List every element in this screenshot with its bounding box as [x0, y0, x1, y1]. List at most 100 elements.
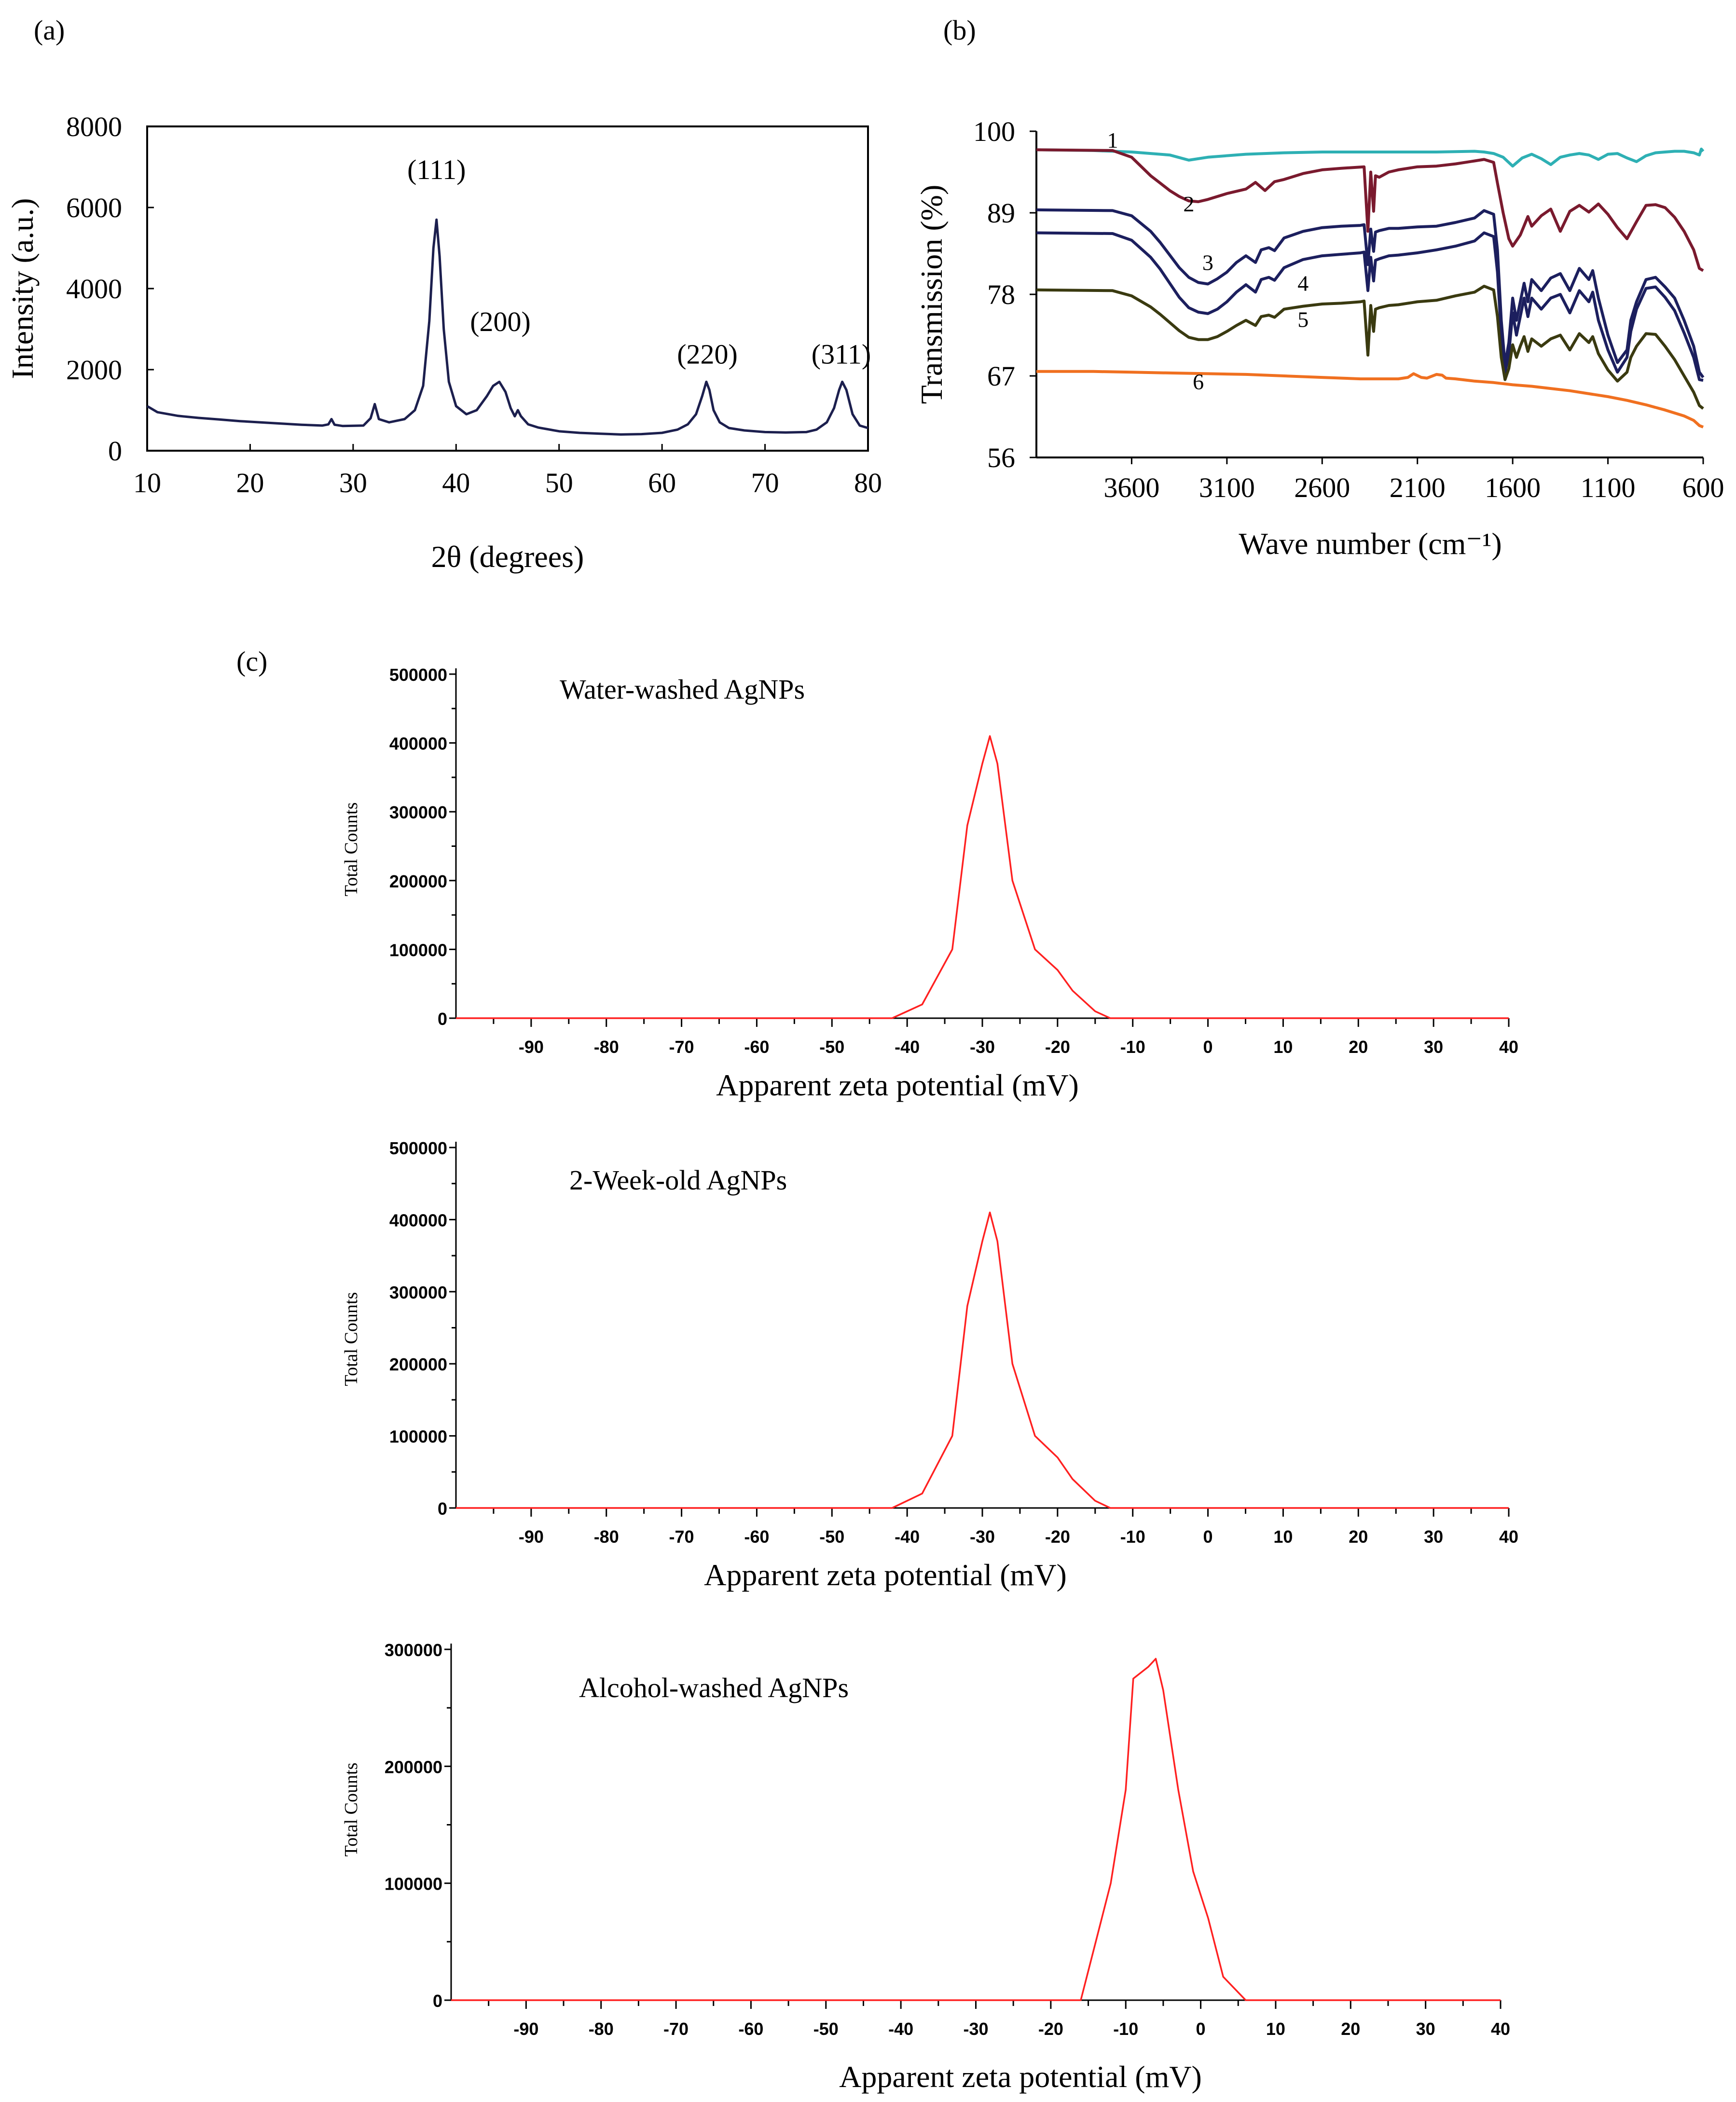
- peak-label: (200): [470, 306, 531, 337]
- x-tick-label: 10: [1273, 1037, 1293, 1057]
- chart-c1-series: [456, 735, 1509, 1019]
- x-tick-label: -80: [594, 1037, 619, 1057]
- y-tick-label: 0: [108, 435, 122, 467]
- x-tick-label: 0: [1196, 2019, 1206, 2039]
- chart-a-annotations: (111) (200) (220) (311): [407, 154, 871, 370]
- chart-a-x-axis-title: 2θ (degrees): [431, 539, 584, 574]
- x-tick-label: -30: [970, 1037, 995, 1057]
- chart-c2-title: 2-Week-old AgNPs: [569, 1164, 787, 1196]
- x-tick-label: 50: [545, 467, 573, 498]
- x-tick-label: -70: [669, 1037, 694, 1057]
- x-tick-label: 20: [236, 467, 264, 498]
- x-tick-label: -50: [813, 2019, 839, 2039]
- y-tick-label: 500000: [389, 665, 447, 685]
- x-tick-label: 2600: [1294, 472, 1350, 503]
- x-tick-label: -70: [663, 2019, 689, 2039]
- y-tick-label: 300000: [389, 802, 447, 822]
- x-tick-label: -40: [895, 1037, 920, 1057]
- x-tick-label: 3600: [1103, 472, 1159, 503]
- x-tick-label: 20: [1349, 1527, 1368, 1547]
- chart-c-panel-label: (c): [236, 646, 267, 677]
- x-tick-label: -30: [963, 2019, 988, 2039]
- x-tick-label: 3100: [1199, 472, 1255, 503]
- chart-b-x-axis-title-text: Wave number (cm⁻¹): [1239, 526, 1502, 561]
- chart-a-x-axis: 10 20 30 40 50 60 70 80: [133, 444, 882, 498]
- x-tick-label: 0: [1203, 1527, 1213, 1547]
- x-tick-label: -70: [669, 1527, 694, 1547]
- x-tick-label: 1100: [1581, 472, 1636, 503]
- y-tick-label: 200000: [389, 1355, 447, 1374]
- chart-b-y-axis-title: Transmission (%): [914, 185, 949, 404]
- x-tick-label: -90: [519, 1037, 544, 1057]
- x-tick-label: -20: [1038, 2019, 1063, 2039]
- x-tick-label: -40: [888, 2019, 913, 2039]
- chart-b-x-axis: 3600 3100 2600 2100 1600 1100 600: [1103, 457, 1724, 503]
- series-label: 1: [1107, 128, 1118, 152]
- x-tick-label: -10: [1113, 2019, 1138, 2039]
- ftir-series-3-line: [1036, 208, 1705, 378]
- x-tick-label: -80: [594, 1527, 619, 1547]
- chart-c3-series: [451, 1658, 1501, 2001]
- x-tick-label: 10: [1273, 1527, 1293, 1547]
- x-tick-label: 40: [1491, 2019, 1510, 2039]
- x-tick-label: -10: [1120, 1527, 1145, 1547]
- x-tick-label: 70: [751, 467, 779, 498]
- chart-c3-axes: -90 -80 -70 -60 -50 -40 -30 -20 -10 0 10 20 30 40 0 100…: [385, 1640, 1510, 2039]
- x-tick-label: 1600: [1485, 472, 1541, 503]
- chart-b-x-axis-title: Wave number (cm⁻¹): [1239, 526, 1502, 561]
- chart-a-xrd: (a) 10 20 30 40 50 60 70 80 0 2000 4000 6000 8000 (…: [5, 14, 882, 574]
- x-tick-label: -90: [513, 2019, 538, 2039]
- chart-c1-x-axis-title: Apparent zeta potential (mV): [716, 1068, 1079, 1102]
- y-tick-label: 500000: [389, 1138, 447, 1158]
- y-tick-label: 0: [433, 1991, 442, 2011]
- chart-c2-series: [456, 1211, 1509, 1509]
- x-tick-label: 20: [1349, 1037, 1368, 1057]
- series-label: 5: [1297, 307, 1309, 332]
- x-tick-label: -50: [819, 1037, 844, 1057]
- ftir-series-1-line: [1036, 147, 1705, 168]
- y-tick-label: 300000: [389, 1283, 447, 1302]
- x-tick-label: -90: [519, 1527, 544, 1547]
- x-tick-label: 30: [1416, 2019, 1435, 2039]
- x-tick-label: 40: [1499, 1527, 1518, 1547]
- ftir-series-5-line: [1036, 285, 1704, 410]
- chart-c2-y-axis-title: Total Counts: [341, 1292, 361, 1386]
- y-tick-label: 8000: [66, 111, 122, 142]
- y-tick-label: 67: [987, 360, 1015, 392]
- chart-c3-y-axis-title: Total Counts: [341, 1763, 361, 1857]
- x-tick-label: -60: [738, 2019, 763, 2039]
- y-tick-label: 2000: [66, 354, 122, 386]
- chart-c1-title: Water-washed AgNPs: [560, 674, 805, 705]
- peak-label: (111): [407, 154, 466, 185]
- x-tick-label: -20: [1045, 1037, 1070, 1057]
- x-tick-label: 30: [339, 467, 367, 498]
- zeta-series-line: [456, 1211, 1509, 1509]
- x-tick-label: -60: [744, 1527, 769, 1547]
- y-tick-label: 6000: [66, 192, 122, 223]
- xrd-series-line: [146, 218, 868, 436]
- y-tick-label: 89: [987, 197, 1015, 229]
- series-label: 3: [1202, 250, 1213, 275]
- ftir-series-6-line: [1036, 370, 1704, 429]
- chart-a-y-axis: 0 2000 4000 6000 8000: [66, 111, 154, 467]
- chart-a-panel-label: (a): [34, 14, 65, 46]
- x-tick-label: 0: [1203, 1037, 1213, 1057]
- y-tick-label: 100000: [385, 1874, 442, 1894]
- chart-c-water-washed: Water-washed AgNPs -90 -80 -70 -60 -50 -40 -30…: [341, 665, 1518, 1102]
- chart-a-series: [146, 218, 868, 436]
- x-tick-label: -20: [1045, 1527, 1070, 1547]
- ftir-series-4-line: [1036, 231, 1704, 382]
- x-tick-label: 30: [1424, 1037, 1443, 1057]
- peak-label: (220): [677, 338, 738, 370]
- x-tick-label: 600: [1682, 472, 1724, 503]
- y-tick-label: 56: [987, 442, 1015, 473]
- chart-c3-x-axis-title: Apparent zeta potential (mV): [839, 2060, 1202, 2094]
- y-tick-label: 0: [438, 1009, 447, 1029]
- y-tick-label: 200000: [389, 871, 447, 891]
- x-tick-label: -80: [589, 2019, 614, 2039]
- x-tick-label: 40: [442, 467, 470, 498]
- series-label: 4: [1297, 271, 1309, 295]
- x-tick-label: 80: [854, 467, 882, 498]
- x-tick-label: 60: [648, 467, 676, 498]
